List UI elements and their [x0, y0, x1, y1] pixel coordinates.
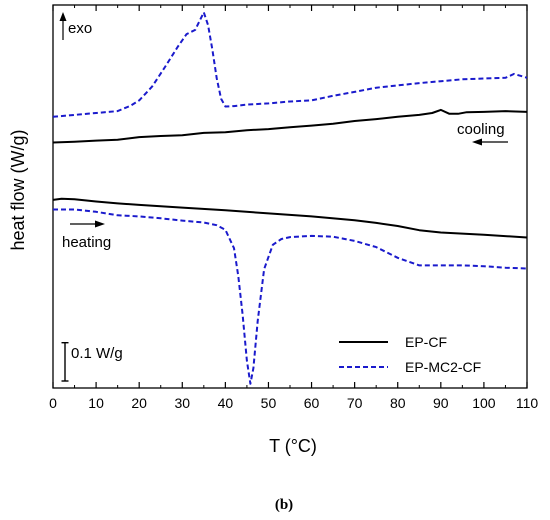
exo-label: exo: [68, 20, 92, 37]
heating-label: heating: [62, 234, 111, 251]
heating-annotation: heating: [62, 220, 111, 251]
x-axis-ticks: 0 10 20 30 40 50 60 70 80 90 100 110: [49, 5, 538, 411]
legend-label-ep-cf: EP-CF: [405, 334, 447, 350]
series-line-ep-mc2-cf-cooling: [52, 11, 528, 118]
cooling-annotation: cooling: [457, 121, 508, 146]
series-line-ep-mc2-cf-heating: [53, 208, 528, 385]
exo-annotation: exo: [59, 12, 92, 40]
x-tick-label: 30: [174, 395, 190, 411]
x-tick-label: 70: [347, 395, 363, 411]
x-tick-label: 90: [433, 395, 449, 411]
series-layer: [52, 11, 528, 385]
x-axis-label: T (°C): [269, 436, 317, 456]
x-tick-label: 40: [218, 395, 234, 411]
scale-bar: 0.1 W/g: [61, 342, 123, 382]
x-tick-label: 20: [131, 395, 147, 411]
heating-arrow-head-icon: [95, 220, 105, 228]
scale-bar-label: 0.1 W/g: [71, 345, 123, 362]
figure-caption: (b): [275, 497, 293, 513]
x-tick-label: 50: [261, 395, 277, 411]
cooling-label: cooling: [457, 121, 505, 138]
legend: EP-CF EP-MC2-CF: [339, 334, 481, 375]
x-tick-label: 110: [516, 395, 539, 411]
series-line-ep-cf-heating: [52, 197, 528, 239]
plot-area: [52, 4, 528, 389]
x-tick-label: 10: [88, 395, 104, 411]
x-tick-label: 80: [390, 395, 406, 411]
exo-arrow-head-icon: [59, 12, 67, 21]
x-tick-label: 0: [49, 395, 57, 411]
cooling-arrow-head-icon: [472, 138, 482, 146]
series-line-ep-cf-cooling: [52, 108, 528, 144]
x-tick-label: 60: [304, 395, 320, 411]
plot-frame: [52, 4, 528, 389]
legend-label-ep-mc2-cf: EP-MC2-CF: [405, 359, 481, 375]
x-tick-label: 100: [472, 395, 496, 411]
y-axis-label: heat flow (W/g): [8, 129, 28, 250]
